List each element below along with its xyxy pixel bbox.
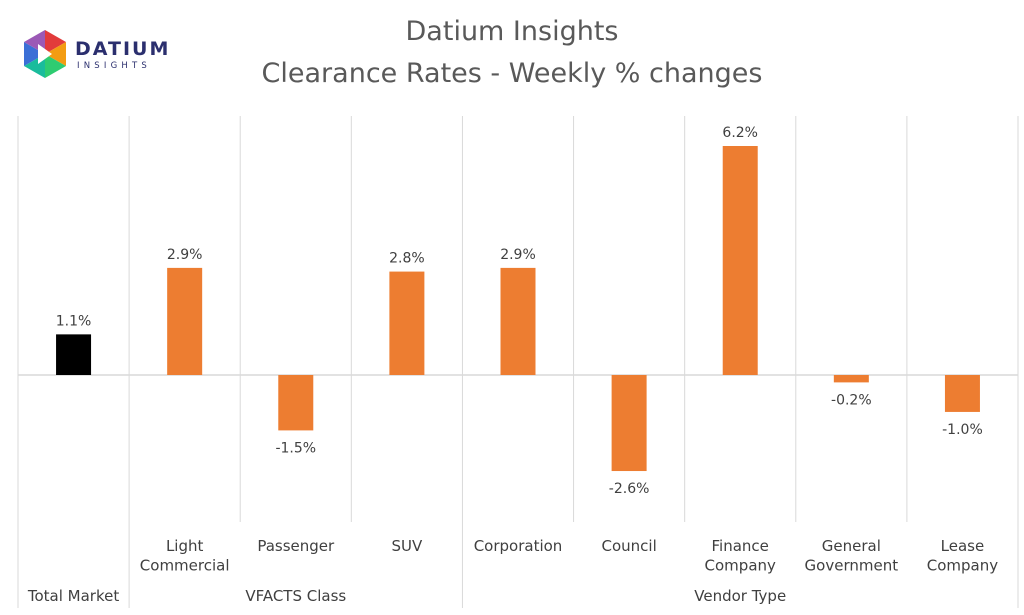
category-tick-label: Lease [941, 537, 985, 555]
category-tick-label: Finance [712, 537, 769, 555]
data-label: 1.1% [56, 313, 92, 329]
group-label: VFACTS Class [245, 587, 346, 605]
category-tick-label: Government [805, 557, 899, 575]
bar [500, 267, 536, 375]
data-label: 6.2% [722, 125, 758, 141]
bar [722, 146, 758, 375]
logo-subtitle: INSIGHTS [77, 61, 151, 71]
category-tick-label: Light [166, 537, 204, 555]
bar [278, 375, 314, 431]
category-tick-label: Council [601, 537, 656, 555]
bar [944, 375, 980, 412]
data-label: 2.9% [500, 247, 536, 263]
group-label: Vendor Type [694, 587, 786, 605]
category-tick-label: Company [927, 557, 998, 575]
datium-logo-icon [24, 30, 66, 78]
data-label: -1.5% [275, 440, 316, 456]
bar [611, 375, 647, 472]
logo-wordmark: DATIUM [75, 38, 171, 60]
data-label: -0.2% [831, 392, 872, 408]
bar [56, 334, 92, 375]
category-tick-label: Commercial [140, 557, 230, 575]
category-tick-label: General [822, 537, 881, 555]
data-label: -1.0% [942, 422, 983, 438]
chart-subtitle: Clearance Rates - Weekly % changes [261, 58, 763, 89]
data-label: 2.8% [389, 251, 425, 267]
data-label: -2.6% [609, 481, 650, 497]
category-tick-label: Company [705, 557, 776, 575]
datium-logo: DATIUM INSIGHTS [20, 26, 170, 82]
bar [833, 375, 869, 383]
chart-title: Datium Insights [405, 16, 619, 47]
bar [167, 267, 203, 375]
data-label: 2.9% [167, 247, 203, 263]
category-tick-label: Corporation [474, 537, 563, 555]
category-tick-label: SUV [392, 537, 424, 555]
bar [389, 271, 425, 375]
category-tick-label: Passenger [257, 537, 335, 555]
group-label: Total Market [27, 587, 119, 605]
